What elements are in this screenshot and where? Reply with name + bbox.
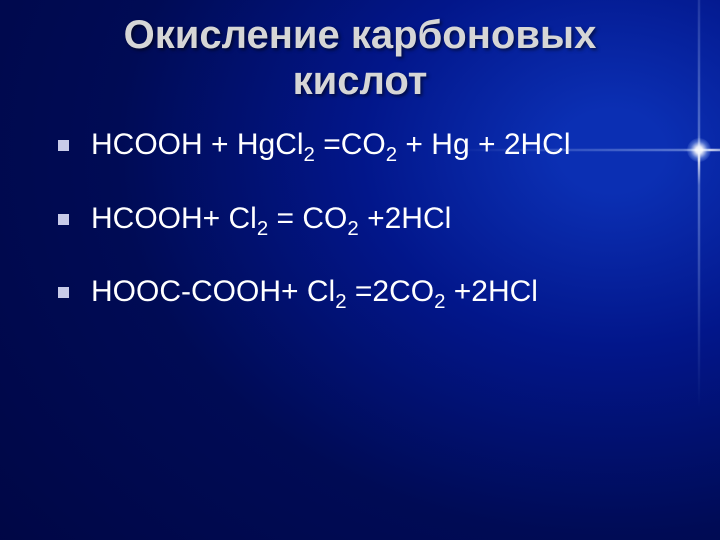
bullet-icon [58,287,69,298]
list-item: HCOOH+ Cl2 = CO2 +2HCl [58,200,680,238]
title-line-1: Окисление карбоновых [124,13,597,57]
equation-1: HCOOH + HgCl2 =CO2 + Hg + 2HCl [91,126,571,164]
list-item: HOOC-COOH+ Cl2 =2CO2 +2HCl [58,273,680,311]
bullet-icon [58,140,69,151]
title-line-2: кислот [293,59,428,103]
list-item: HCOOH + HgCl2 =CO2 + Hg + 2HCl [58,126,680,164]
slide-title: Окисление карбоновых кислот [0,0,720,104]
equation-2: HCOOH+ Cl2 = CO2 +2HCl [91,200,451,238]
equation-3: HOOC-COOH+ Cl2 =2CO2 +2HCl [91,273,538,311]
bullet-icon [58,214,69,225]
slide: Окисление карбоновых кислот HCOOH + HgCl… [0,0,720,540]
slide-body: HCOOH + HgCl2 =CO2 + Hg + 2HCl HCOOH+ Cl… [0,104,720,311]
